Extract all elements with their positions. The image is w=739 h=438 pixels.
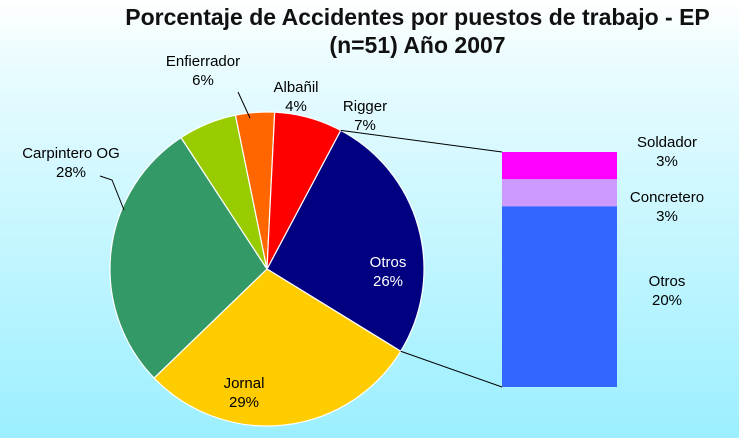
pie-slice-rigger — [266, 111, 342, 270]
pie-label-carpintero-og: Carpintero OG — [22, 145, 120, 162]
pie-group — [109, 111, 425, 427]
pie-pct-carpintero-og: 28% — [56, 164, 86, 181]
leader-lines — [99, 91, 251, 211]
bar-segment-otros — [502, 206, 617, 387]
bar-group — [502, 152, 617, 387]
label-group: Otros 26% Jornal 29% Carpintero OG 28% Enfierr… — [22, 53, 704, 411]
pie-label-albanil: Albañil — [273, 79, 318, 96]
bar-segment-soldador — [502, 152, 617, 180]
pie-pct-albanil: 4% — [285, 98, 307, 115]
pie-pct-otros: 26% — [373, 273, 403, 290]
pie-label-jornal: Jornal — [224, 375, 265, 392]
pie-pct-jornal: 29% — [229, 394, 259, 411]
connector-line-top — [340, 129, 503, 153]
pie-pct-enfierrador: 6% — [192, 72, 214, 89]
connector-lines — [340, 129, 503, 388]
leader-line-carpintero-og — [99, 175, 125, 211]
pie-slice-otros — [266, 129, 425, 353]
bar-label-soldador: Soldador — [637, 134, 697, 151]
pie-label-rigger: Rigger — [343, 98, 387, 115]
bar-pct-soldador: 3% — [656, 153, 678, 170]
bar-pct-otros: 20% — [652, 292, 682, 309]
pie-label-enfierrador: Enfierrador — [166, 53, 240, 70]
pie-label-otros: Otros — [370, 254, 407, 271]
leader-line-enfierrador — [237, 91, 251, 119]
chart-title-line-1: Porcentaje de Accidentes por puestos de … — [125, 4, 710, 30]
bar-pct-concretero: 3% — [656, 208, 678, 225]
pie-slice-jornal — [153, 268, 402, 427]
pie-slice-carpintero-og — [109, 136, 268, 379]
bar-label-concretero: Concretero — [630, 189, 704, 206]
bar-label-otros: Otros — [649, 273, 686, 290]
chart-title-line-2: (n=51) Año 2007 — [329, 32, 506, 58]
pie-pct-rigger: 7% — [354, 117, 376, 134]
bar-segment-concretero — [502, 179, 617, 207]
connector-line-bottom — [400, 350, 503, 388]
